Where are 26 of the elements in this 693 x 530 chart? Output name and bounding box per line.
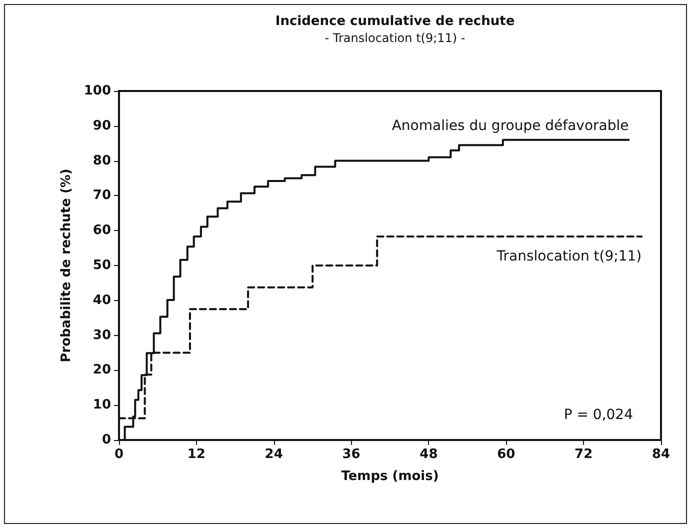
x-tick-label: 72 — [574, 447, 593, 462]
y-tick-label: 30 — [92, 328, 111, 343]
x-tick-label: 60 — [497, 447, 516, 462]
y-tick-label: 10 — [92, 398, 111, 413]
y-tick-label: 60 — [92, 223, 111, 238]
annotation: P = 0,024 — [564, 407, 634, 423]
x-tick-label: 48 — [420, 447, 438, 462]
y-tick-label: 20 — [92, 362, 111, 378]
y-tick-label: 40 — [92, 292, 111, 308]
x-axis-title: Temps (mois) — [341, 469, 439, 484]
y-tick-label: 90 — [92, 118, 111, 134]
x-tick-label: 12 — [187, 447, 206, 462]
x-tick-label: 36 — [342, 447, 360, 462]
chart-subtitle: - Translocation t(9;11) - — [324, 31, 466, 45]
x-tick-label: 24 — [264, 447, 283, 462]
x-tick-label: 0 — [114, 447, 124, 462]
series-label: Anomalies du groupe défavorable — [392, 118, 629, 134]
x-tick-label: 84 — [652, 447, 670, 462]
chart-title: Incidence cumulative de rechute — [275, 14, 515, 29]
y-axis-title: Probabilite de rechute (%) — [58, 168, 74, 362]
y-tick-label: 70 — [92, 188, 111, 204]
series-label: Translocation t(9;11) — [496, 248, 642, 265]
y-tick-label: 80 — [92, 153, 111, 168]
y-tick-label: 50 — [92, 258, 111, 273]
y-tick-label: 0 — [102, 432, 111, 448]
y-tick-label: 100 — [84, 84, 111, 98]
